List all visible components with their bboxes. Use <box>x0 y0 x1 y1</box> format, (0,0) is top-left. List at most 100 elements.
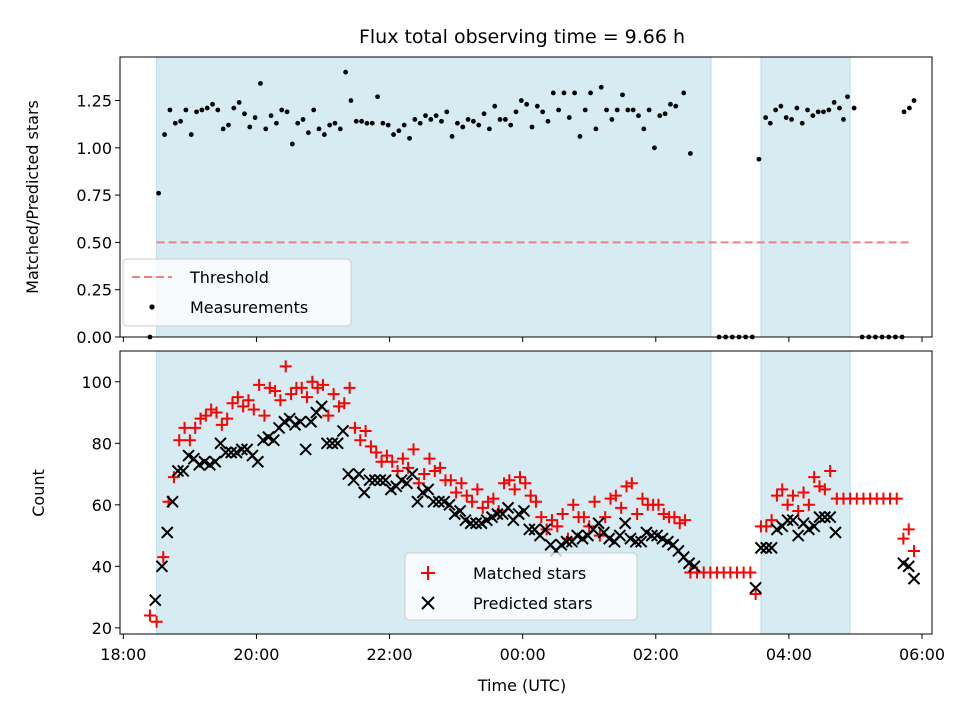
measurements-point <box>172 120 178 126</box>
measurements-point <box>242 111 247 117</box>
matched-stars-point <box>770 489 783 502</box>
predicted-stars-point <box>786 513 800 527</box>
matched-stars-point <box>897 532 910 545</box>
predicted-stars-point <box>523 523 536 536</box>
matched-stars-point <box>327 388 340 401</box>
measurements-point <box>588 90 593 96</box>
measurements-point <box>687 151 693 156</box>
matched-stars-point <box>902 523 915 536</box>
measurements-point <box>316 126 322 132</box>
measurements-point <box>826 107 832 113</box>
threshold-legend-label: Threshold <box>189 268 269 287</box>
matched-stars-point <box>519 477 532 490</box>
measurements-point <box>460 124 466 130</box>
predicted-stars-point <box>760 541 773 555</box>
measurements-point <box>901 109 907 115</box>
measurements-point <box>263 126 269 132</box>
x-tick-label: 22:00 <box>367 645 413 664</box>
ratio-y-axis-title: Matched/Predicted stars <box>23 100 42 294</box>
measurements-point <box>476 122 482 128</box>
measurements-point <box>401 122 407 128</box>
matched-stars-point <box>317 378 329 391</box>
matched-stars-point <box>215 418 228 431</box>
measurements-point <box>609 117 615 122</box>
matched-stars-point <box>535 511 548 524</box>
measurements-point <box>188 132 194 137</box>
measurements-point <box>162 132 167 137</box>
matched-stars-point <box>150 615 163 628</box>
matched-stars-point <box>652 498 665 511</box>
matched-stars-point <box>460 489 473 502</box>
measurements-point <box>620 92 625 98</box>
matched-stars-point <box>514 471 527 484</box>
measurements-point <box>604 107 609 113</box>
measurements-point <box>375 94 380 100</box>
matched-stars-point <box>802 498 815 511</box>
predicted-stars-point <box>374 473 387 487</box>
predicted-stars-point <box>749 581 762 595</box>
measurements-point <box>236 100 242 105</box>
matched-stars-point <box>306 375 319 388</box>
matched-stars-point <box>402 461 415 474</box>
measurements-point <box>364 120 370 126</box>
ratio-legend: Threshold Measurements <box>122 258 352 327</box>
predicted-stars-point <box>491 507 504 521</box>
matched-stars-point <box>434 461 447 474</box>
matched-stars-point <box>781 498 794 511</box>
matched-stars-point <box>444 474 457 487</box>
matched-stars-point <box>226 397 239 410</box>
matched-stars-point <box>503 474 516 487</box>
predicted-stars-point <box>517 504 531 518</box>
measurements-point <box>486 126 492 132</box>
matched-stars-point <box>471 483 484 496</box>
measurements-point <box>550 90 556 96</box>
matched-stars-point <box>178 421 191 434</box>
x-tick-label: 06:00 <box>899 645 945 664</box>
measurements-point <box>194 109 199 115</box>
predicted-stars-point <box>224 446 238 459</box>
measurements-point <box>794 105 800 111</box>
predicted-stars-point <box>560 535 573 548</box>
measurements-point <box>841 117 846 122</box>
matched-stars-point <box>599 511 612 524</box>
measurements-point <box>911 98 917 103</box>
y-tick-label: 0.25 <box>76 281 112 300</box>
measurements-point <box>455 120 460 126</box>
matched-stars-point <box>301 391 314 404</box>
y-tick-label: 100 <box>81 373 112 392</box>
predicted-stars-point <box>304 415 318 428</box>
measurements-point <box>391 132 396 137</box>
observing-window-1 <box>760 56 851 338</box>
predicted-stars-point <box>902 560 915 573</box>
predicted-stars-point <box>358 486 371 499</box>
predicted-stars-point <box>453 504 467 518</box>
measurements-point <box>529 124 535 130</box>
measurements-point <box>412 117 418 122</box>
measurements-point <box>815 109 821 115</box>
measurements-point <box>369 120 375 126</box>
measurements-point <box>556 107 562 113</box>
measurements-point <box>534 103 540 109</box>
matched-stars-point <box>343 381 356 394</box>
predicted-stars-point <box>754 541 768 555</box>
predicted-stars-point <box>443 498 456 512</box>
matched-stars-point <box>221 412 234 425</box>
measurements-point <box>279 107 285 113</box>
predicted-stars-legend-label: Predicted stars <box>473 594 593 613</box>
measurements-point <box>407 135 412 141</box>
predicted-stars-point <box>379 473 392 487</box>
matched-stars-point <box>274 394 287 407</box>
measurements-point <box>821 109 826 115</box>
measurements-point <box>295 120 301 126</box>
measurements-point <box>300 117 306 122</box>
matched-stars-point <box>338 397 351 410</box>
matched-stars-point <box>808 471 821 484</box>
predicted-stars-point <box>320 437 334 450</box>
predicted-stars-point <box>331 437 344 450</box>
predicted-stars-point <box>539 523 552 536</box>
matched-stars-point <box>487 492 500 505</box>
measurements-point <box>641 126 647 132</box>
measurements-point <box>380 120 386 126</box>
measurements-point <box>845 94 850 100</box>
